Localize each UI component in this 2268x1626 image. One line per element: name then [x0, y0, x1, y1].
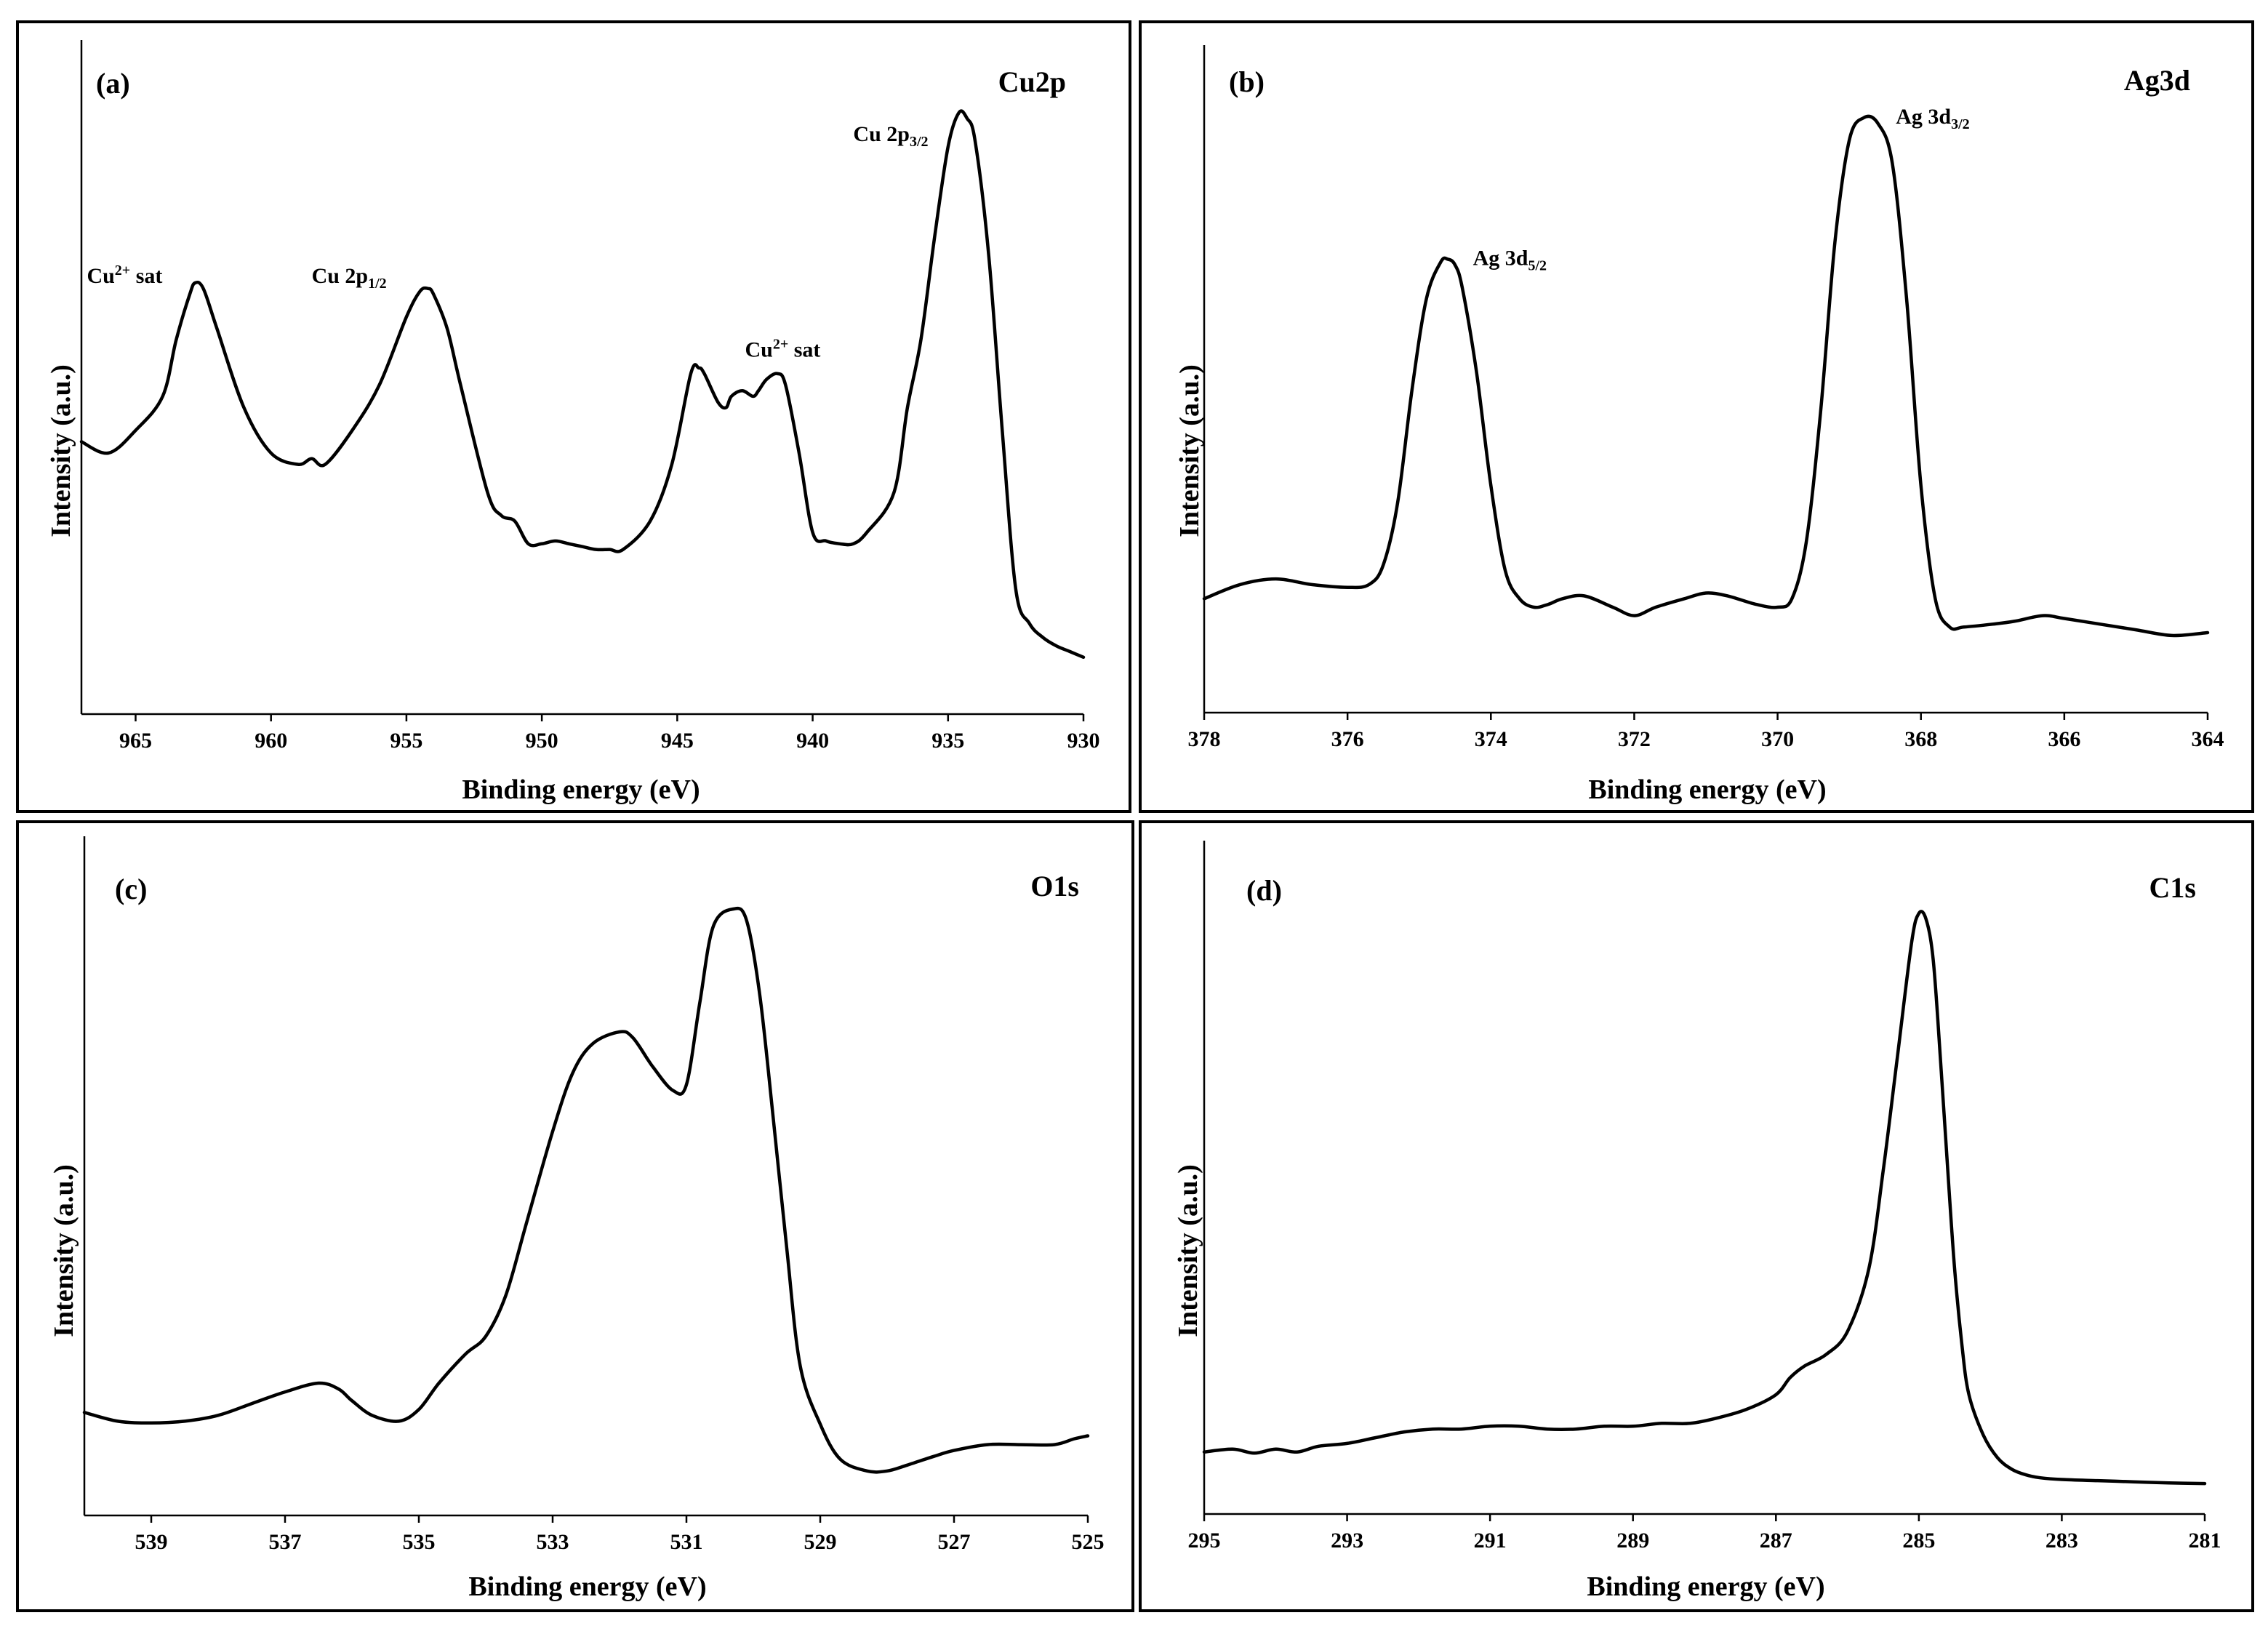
panel-b-plot: 378 376 374 372 370 368 366 364 Ag 3d5/2 Ag 3d3/2 — [1188, 45, 2224, 751]
panel-a-peak-label: Cu 2p3/2 — [853, 122, 928, 150]
panel-d-tick-label: 293 — [1331, 1529, 1363, 1553]
panel-a-tick-label: 965 — [119, 729, 152, 753]
panel-a-tick-label: 940 — [796, 729, 829, 753]
panel-b-ag3d: 378 376 374 372 370 368 366 364 Ag 3d5/2 Ag 3d3/2… — [1139, 20, 2254, 813]
panel-b-tick-label: 376 — [1331, 727, 1364, 751]
panel-d-frame — [1139, 820, 2254, 1612]
panel-d-title: C1s — [2149, 871, 2196, 904]
panel-c-frame — [16, 820, 1134, 1612]
panel-d-tick-label: 285 — [1902, 1529, 1935, 1553]
panel-b-peak-label: Ag 3d3/2 — [1896, 105, 1969, 132]
panel-b-tag: (b) — [1229, 65, 1265, 98]
panel-d-tag: (d) — [1246, 874, 1282, 907]
panel-c-tick-label: 525 — [1072, 1530, 1105, 1554]
panel-c-plot: 539 537 535 533 531 529 527 525 — [82, 836, 1105, 1554]
panel-c-tick-label: 539 — [135, 1530, 168, 1554]
panel-b-xlabel: Binding energy (eV) — [1588, 774, 1826, 805]
panel-a-tick-label: 950 — [526, 729, 558, 753]
panel-c-tick-label: 531 — [670, 1530, 703, 1554]
panel-a-frame — [16, 20, 1131, 813]
panel-a-ylabel: Intensity (a.u.) — [46, 364, 76, 537]
panel-a-tick-label: 960 — [255, 729, 287, 753]
panel-d-tick-label: 281 — [2189, 1529, 2221, 1553]
panel-a-peak-label: Cu2+ sat — [745, 336, 820, 361]
panel-b-title: Ag3d — [2124, 64, 2190, 97]
panel-b-tick-label: 368 — [1904, 727, 1937, 751]
panel-a-title: Cu2p — [998, 65, 1066, 98]
panel-b-tick-label: 372 — [1618, 727, 1651, 751]
panel-a-xlabel: Binding energy (eV) — [462, 774, 700, 805]
panel-a-tick-label: 935 — [931, 729, 964, 753]
panel-a-tick-label: 930 — [1067, 729, 1100, 753]
panel-a-plot: 965 960 955 950 945 940 935 930 Cu2+ sat Cu 2p1/2… — [79, 40, 1100, 753]
panel-b-tick-label: 378 — [1188, 727, 1221, 751]
panel-c-xlabel: Binding energy (eV) — [468, 1571, 706, 1602]
panel-c-spectrum-line — [82, 906, 1090, 1474]
panel-b-tick-label: 370 — [1761, 727, 1794, 751]
panel-d-plot: 295 293 291 289 287 285 283 281 — [1188, 841, 2221, 1553]
panel-c-tick-label: 529 — [804, 1530, 837, 1554]
panel-b-frame — [1139, 20, 2254, 813]
panel-a-peak-label: Cu2+ sat — [87, 263, 162, 288]
panel-a-tick-label: 945 — [661, 729, 694, 753]
panel-b-tick-label: 366 — [2048, 727, 2080, 751]
panel-a-tag: (a) — [96, 67, 130, 100]
panel-b-peak-label: Ag 3d5/2 — [1473, 246, 1547, 273]
panel-b-spectrum-line — [1202, 114, 2210, 638]
panel-a-cu2p: 965 960 955 950 945 940 935 930 Cu2+ sat Cu 2p1/2… — [16, 20, 1131, 813]
panel-c-tick-label: 527 — [938, 1530, 971, 1554]
panel-c-title: O1s — [1030, 870, 1079, 902]
panel-d-tick-label: 287 — [1760, 1529, 1792, 1553]
panel-c-tick-label: 537 — [269, 1530, 302, 1554]
panel-d-xlabel: Binding energy (eV) — [1587, 1571, 1824, 1602]
panel-b-tick-label: 364 — [2192, 727, 2224, 751]
panel-c-ylabel: Intensity (a.u.) — [49, 1164, 79, 1337]
panel-d-ylabel: Intensity (a.u.) — [1173, 1164, 1203, 1337]
panel-a-tick-label: 955 — [390, 729, 422, 753]
panel-b-ylabel: Intensity (a.u.) — [1174, 364, 1205, 537]
panel-c-o1s: 539 537 535 533 531 529 527 525 (c) O1s Binding… — [16, 820, 1134, 1612]
panel-a-peak-label: Cu 2p1/2 — [312, 264, 387, 292]
panel-d-tick-label: 291 — [1474, 1529, 1507, 1553]
panel-d-tick-label: 283 — [2045, 1529, 2078, 1553]
panel-a-spectrum-line — [79, 109, 1086, 660]
panel-c-tick-label: 535 — [403, 1530, 436, 1554]
panel-d-tick-label: 295 — [1188, 1529, 1221, 1553]
panel-c-tick-label: 533 — [537, 1530, 569, 1554]
panel-b-tick-label: 374 — [1475, 727, 1507, 751]
panel-d-tick-label: 289 — [1616, 1529, 1649, 1553]
panel-d-spectrum-line — [1202, 910, 2207, 1486]
panel-d-c1s: 295 293 291 289 287 285 283 281 (d) C1s Binding… — [1139, 820, 2254, 1612]
panel-c-tag: (c) — [115, 873, 147, 905]
